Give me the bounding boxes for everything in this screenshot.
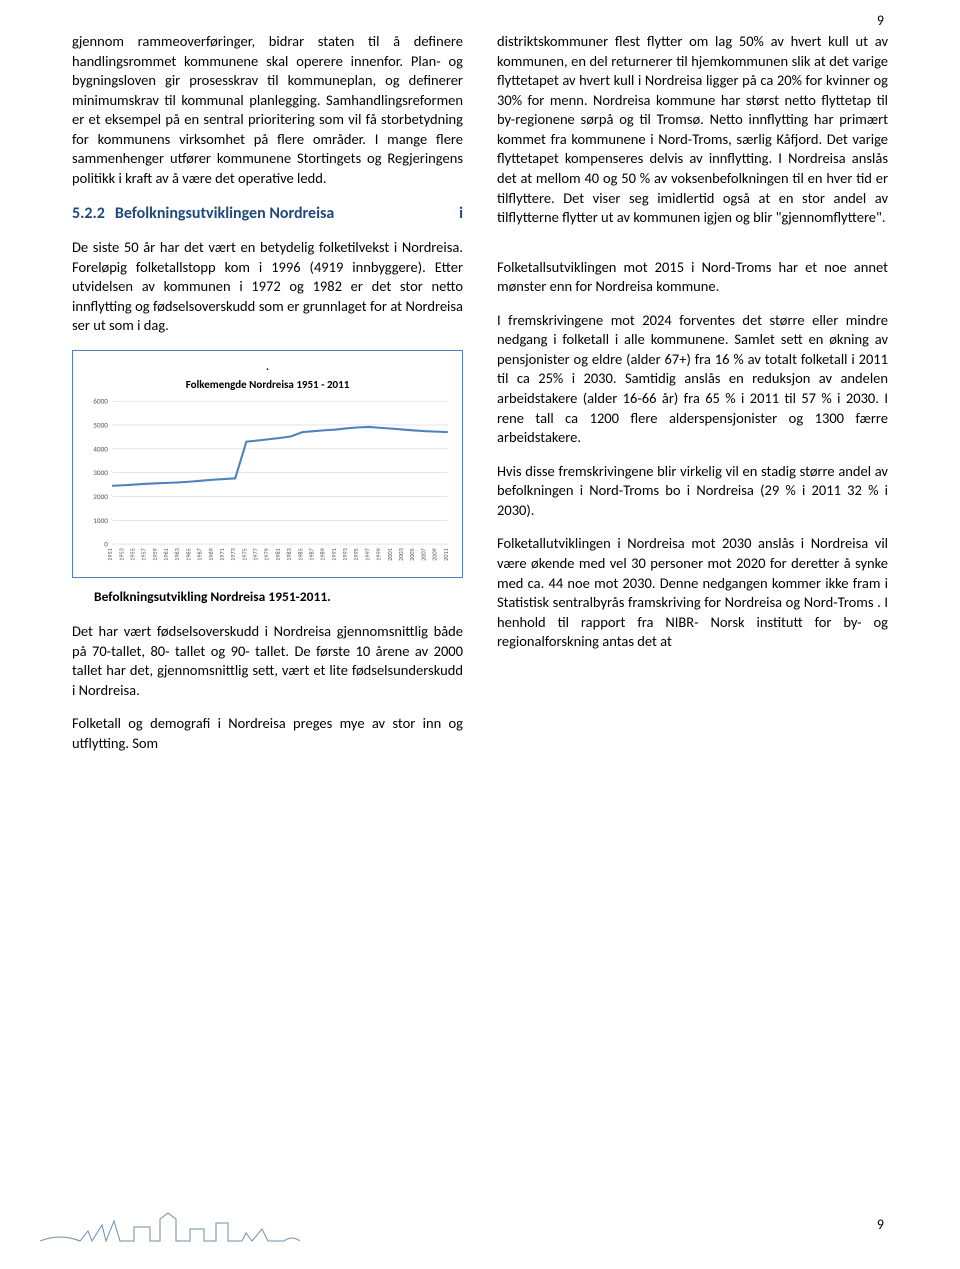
svg-text:1993: 1993 bbox=[341, 548, 349, 561]
svg-text:1965: 1965 bbox=[184, 548, 192, 561]
svg-text:1987: 1987 bbox=[307, 548, 315, 561]
section-suffix: i bbox=[459, 203, 463, 225]
svg-text:1971: 1971 bbox=[218, 548, 226, 561]
body-paragraph: Det har vært fødselsoverskudd i Nordreis… bbox=[72, 622, 463, 700]
right-column: distriktskommuner flest flytter om lag 5… bbox=[497, 32, 888, 767]
section-title: Befolkningsutviklingen Nordreisa bbox=[115, 203, 459, 225]
svg-text:1000: 1000 bbox=[93, 516, 108, 525]
body-paragraph: Hvis disse fremskrivingene blir virkelig… bbox=[497, 462, 888, 521]
svg-text:6000: 6000 bbox=[93, 397, 108, 406]
svg-text:1975: 1975 bbox=[240, 548, 248, 561]
section-heading: 5.2.2 Befolkningsutviklingen Nordreisa i bbox=[72, 203, 463, 225]
svg-text:1977: 1977 bbox=[252, 548, 260, 561]
svg-text:1999: 1999 bbox=[375, 548, 383, 561]
svg-text:5000: 5000 bbox=[93, 420, 108, 429]
svg-text:2011: 2011 bbox=[442, 548, 450, 561]
svg-text:1957: 1957 bbox=[140, 548, 148, 561]
page-number-top: 9 bbox=[877, 12, 884, 31]
svg-text:2005: 2005 bbox=[408, 548, 416, 561]
chart-dot: . bbox=[81, 357, 454, 376]
svg-text:2009: 2009 bbox=[431, 548, 439, 561]
svg-text:1953: 1953 bbox=[117, 548, 125, 561]
svg-text:1973: 1973 bbox=[229, 548, 237, 561]
body-paragraph: Folketall og demografi i Nordreisa prege… bbox=[72, 714, 463, 753]
svg-text:1969: 1969 bbox=[207, 548, 215, 561]
svg-text:1983: 1983 bbox=[285, 548, 293, 561]
footer-skyline-icon bbox=[40, 1203, 300, 1247]
body-paragraph: De siste 50 år har det vært en betydelig… bbox=[72, 238, 463, 336]
svg-text:1961: 1961 bbox=[162, 548, 170, 561]
body-paragraph: I fremskrivingene mot 2024 forventes det… bbox=[497, 311, 888, 448]
svg-text:2007: 2007 bbox=[419, 548, 427, 561]
population-chart: . Folkemengde Nordreisa 1951 - 2011 0100… bbox=[72, 350, 463, 578]
svg-text:4000: 4000 bbox=[93, 444, 108, 453]
svg-text:1991: 1991 bbox=[330, 548, 338, 561]
body-paragraph: gjennom rammeoverføringer, bidrar staten… bbox=[72, 32, 463, 189]
body-paragraph: distriktskommuner flest flytter om lag 5… bbox=[497, 32, 888, 228]
page-number-bottom: 9 bbox=[877, 1216, 884, 1235]
svg-text:1967: 1967 bbox=[196, 548, 204, 561]
svg-text:1951: 1951 bbox=[106, 548, 114, 561]
svg-text:2000: 2000 bbox=[93, 492, 108, 501]
svg-text:1995: 1995 bbox=[352, 548, 360, 561]
body-paragraph: Folketallutviklingen i Nordreisa mot 203… bbox=[497, 534, 888, 651]
svg-text:2001: 2001 bbox=[386, 548, 394, 561]
svg-text:1955: 1955 bbox=[128, 548, 136, 561]
svg-text:1985: 1985 bbox=[296, 548, 304, 561]
chart-canvas: 0100020003000400050006000195119531955195… bbox=[81, 397, 454, 573]
svg-text:1997: 1997 bbox=[363, 548, 371, 561]
svg-text:3000: 3000 bbox=[93, 468, 108, 477]
left-column: gjennom rammeoverføringer, bidrar staten… bbox=[72, 32, 463, 767]
svg-text:1981: 1981 bbox=[274, 548, 282, 561]
svg-text:2003: 2003 bbox=[397, 548, 405, 561]
chart-caption: Befolkningsutvikling Nordreisa 1951-2011… bbox=[94, 588, 463, 606]
svg-text:1979: 1979 bbox=[263, 548, 271, 561]
svg-text:1963: 1963 bbox=[173, 548, 181, 561]
section-number: 5.2.2 bbox=[72, 203, 105, 225]
chart-title: Folkemengde Nordreisa 1951 - 2011 bbox=[81, 378, 454, 393]
svg-text:1989: 1989 bbox=[319, 548, 327, 561]
body-paragraph: Folketallsutviklingen mot 2015 i Nord-Tr… bbox=[497, 258, 888, 297]
svg-text:1959: 1959 bbox=[151, 548, 159, 561]
